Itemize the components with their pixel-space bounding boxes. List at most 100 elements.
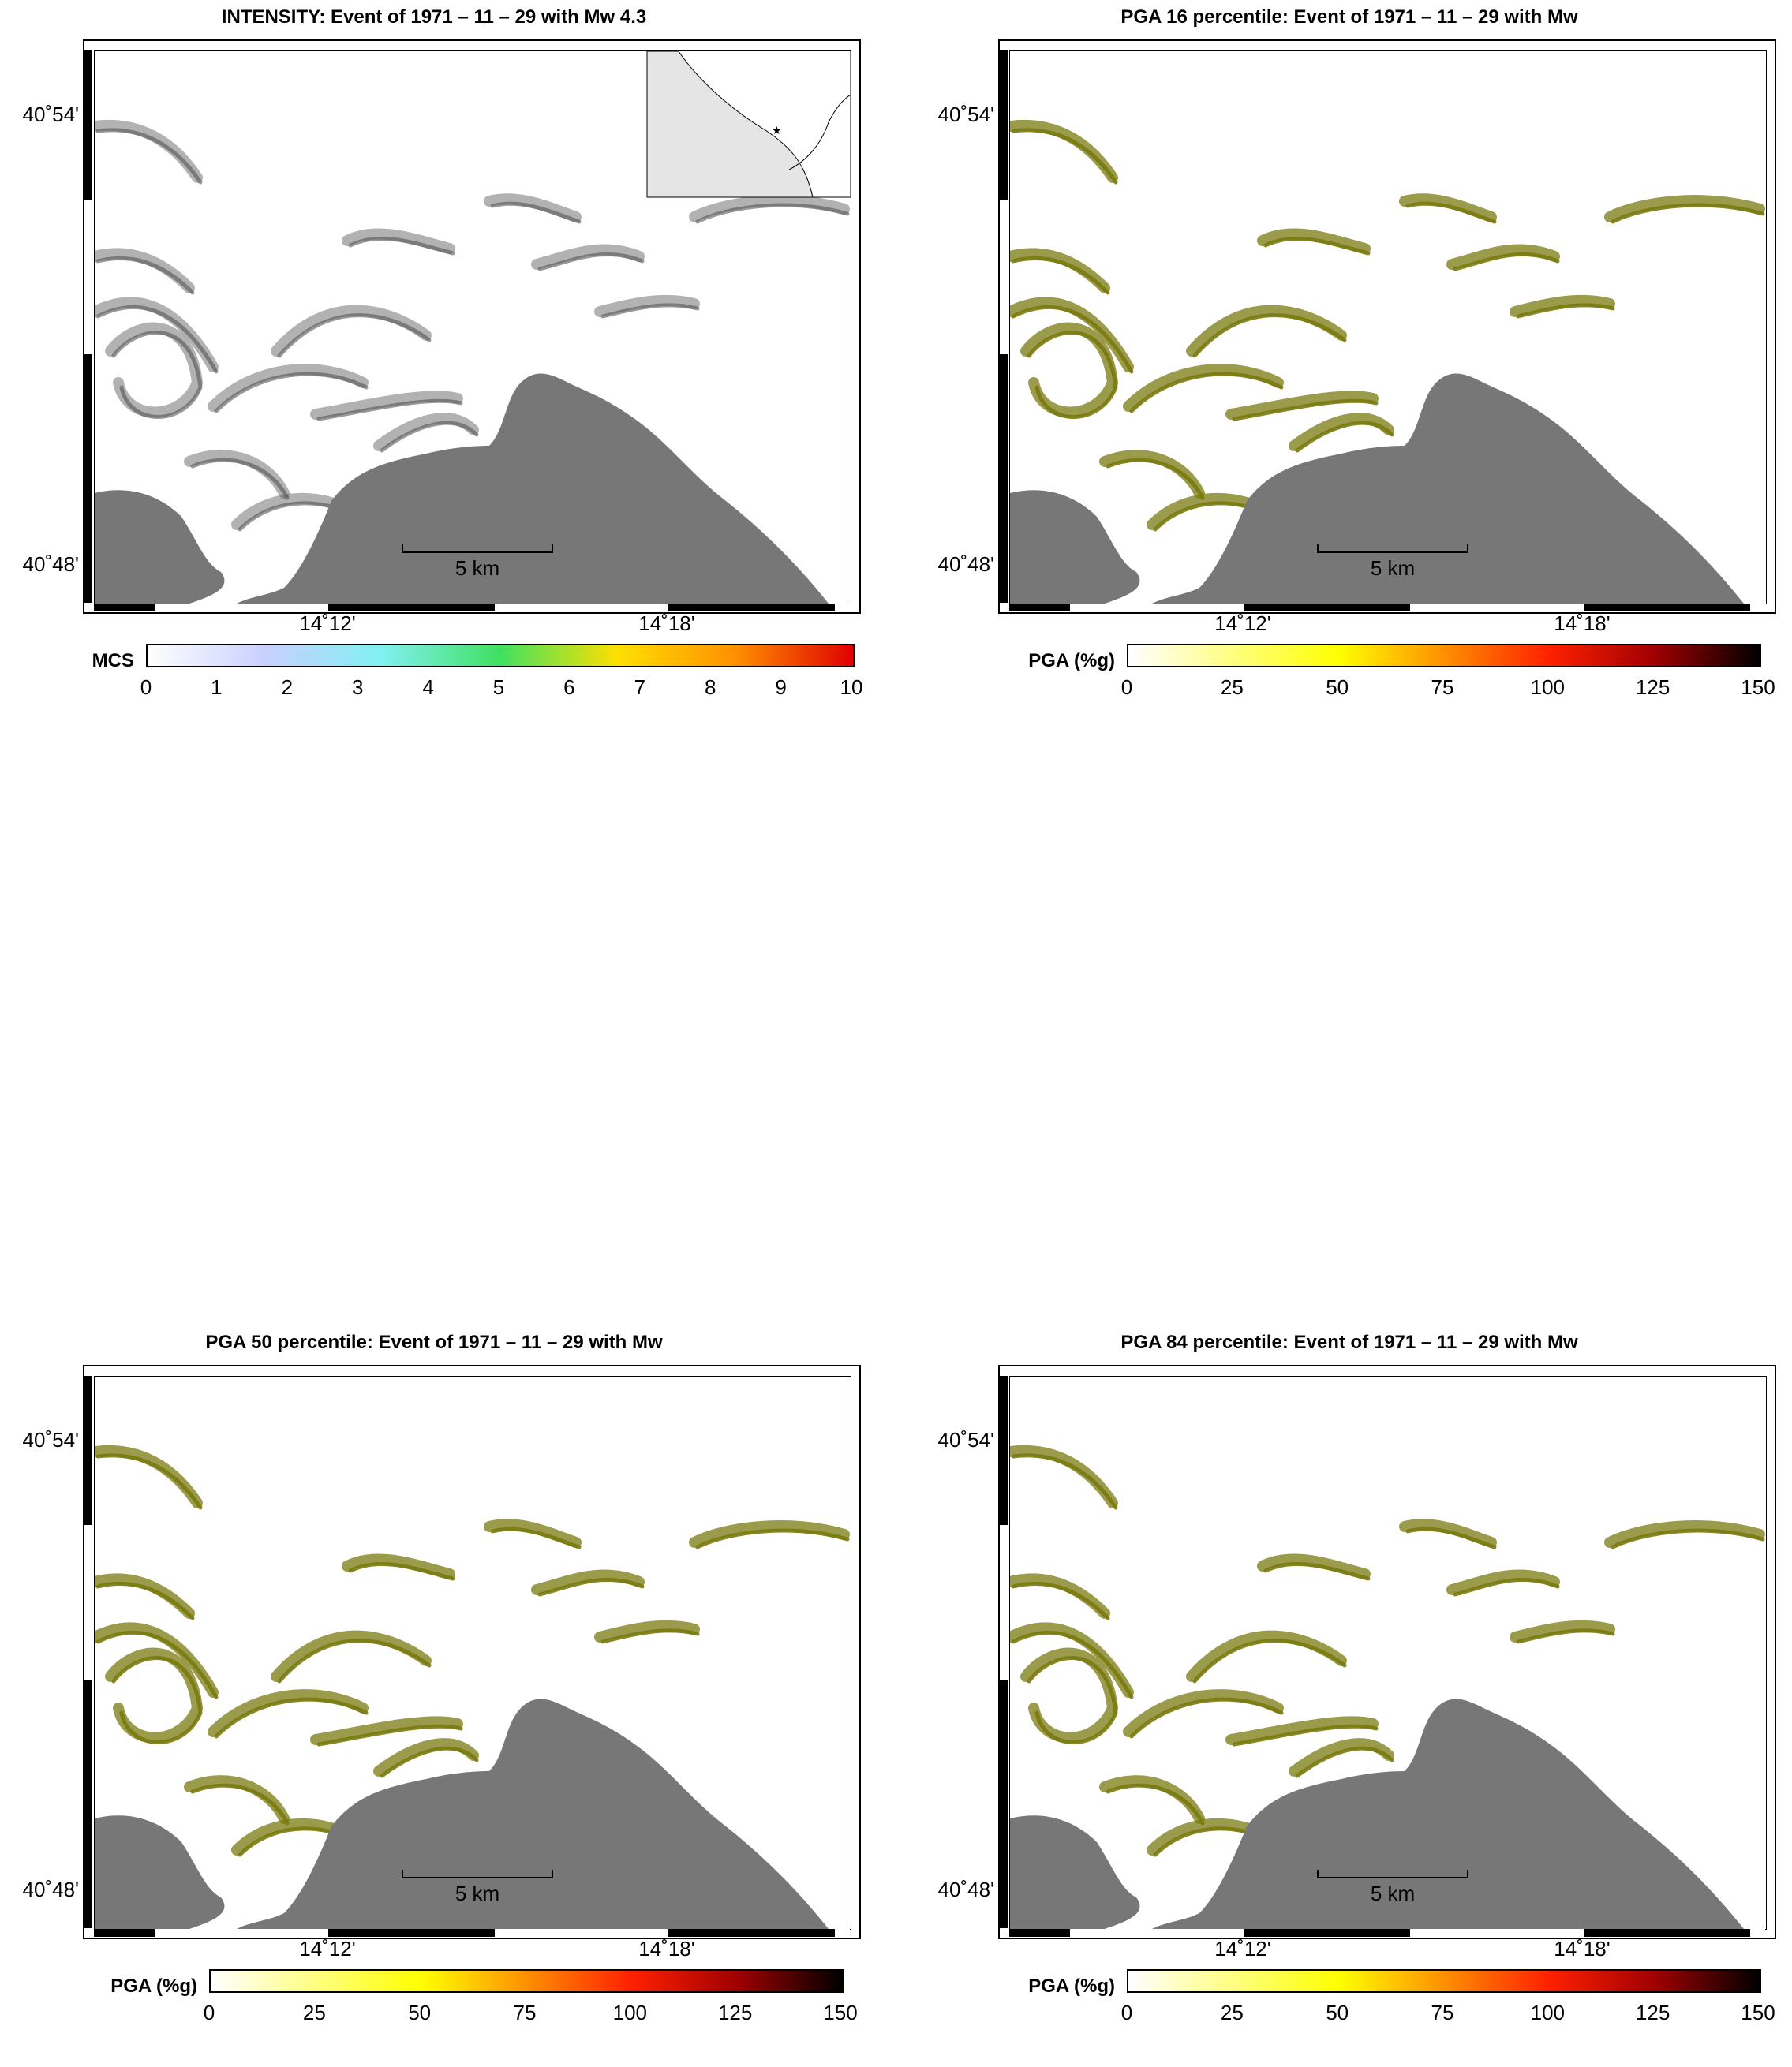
frame-segment (1584, 604, 1750, 611)
relief-ridge (1510, 1620, 1615, 1643)
sea-area (95, 1815, 225, 1929)
frame-segment (84, 1376, 92, 1525)
relief-ridge (1405, 1527, 1497, 1549)
relief-ridge (600, 303, 700, 319)
relief-ridge (484, 193, 582, 222)
colorbar-tick-label: 0 (1120, 2001, 1133, 2024)
colorbar-tick-label: 1 (211, 675, 223, 699)
locator-inset-map: ★ (646, 51, 851, 198)
panel-title: PGA 16 percentile: Event of 1971 – 11 – … (1120, 6, 1578, 28)
relief-ridge (208, 1689, 369, 1737)
relief-ridge (1011, 128, 1118, 185)
colorbar-tick-label: 50 (1326, 675, 1349, 699)
colorbar-tick-label: 50 (408, 2001, 432, 2024)
colorbar (146, 644, 855, 667)
relief-ridge (214, 1697, 369, 1739)
relief-ridge (95, 128, 203, 185)
map-panel-pga16: PGA 16 percentile: Event of 1971 – 11 – … (915, 0, 1783, 742)
frame-segment (834, 1929, 850, 1937)
longitude-label-right: 14˚18' (1554, 611, 1611, 635)
colorbar-tick-label: 7 (634, 675, 646, 699)
relief-ridge (1020, 1647, 1119, 1744)
relief-ridge (1453, 1577, 1560, 1597)
relief-ridge (1257, 228, 1371, 254)
scale-bar (402, 1870, 553, 1878)
relief-ridge (1192, 1639, 1347, 1684)
relief-ridge (111, 1656, 203, 1744)
longitude-label-right: 14˚18' (1554, 1937, 1611, 1960)
relief-ridge (490, 201, 582, 224)
frame-segment (94, 604, 155, 611)
relief-ridge (594, 1620, 700, 1643)
frame-segment (1000, 354, 1008, 603)
frame-segment (1009, 604, 1070, 611)
scale-bar (1317, 1870, 1468, 1878)
map-panel-intensity: INTENSITY: Event of 1971 – 11 – 29 with … (0, 0, 868, 742)
frame-segment (1069, 604, 1244, 611)
frame-segment (1000, 1376, 1008, 1525)
relief-ridge (1257, 1553, 1371, 1579)
relief-ridge (1516, 303, 1615, 319)
colorbar-tick-label: 0 (140, 675, 152, 699)
colorbar-tick-label: 5 (492, 675, 505, 699)
relief-ridge (1295, 421, 1394, 453)
colorbar-label: PGA (%g) (1028, 1975, 1115, 1997)
colorbar-tick-label: 75 (1431, 2001, 1454, 2024)
colorbar-label: PGA (%g) (1028, 650, 1115, 671)
relief-ridge (95, 256, 195, 295)
colorbar-tick-label: 6 (563, 675, 575, 699)
relief-ridge (531, 244, 645, 270)
map-panel-pga84: PGA 84 percentile: Event of 1971 – 11 – … (915, 1325, 1783, 2067)
relief-ridge (373, 1738, 479, 1777)
relief-ridge (1011, 305, 1134, 374)
frame-segment (94, 1929, 155, 1937)
colorbar (1127, 644, 1761, 667)
colorbar-tick-label: 125 (1635, 2001, 1670, 2024)
frame-segment (1409, 604, 1584, 611)
scale-bar-label: 5 km (1370, 1882, 1416, 1905)
frame-segment (834, 604, 850, 611)
scale-bar (1317, 544, 1468, 553)
frame-segment (84, 354, 92, 603)
relief-ridge (316, 398, 463, 421)
relief-ridge (380, 421, 479, 453)
frame-segment (668, 604, 835, 611)
frame-segment (84, 1525, 92, 1680)
relief-ridge (1232, 1724, 1379, 1747)
colorbar-tick-label: 150 (1741, 2001, 1775, 2024)
relief-ridge (1516, 1628, 1615, 1644)
map-area: 5 km (1009, 50, 1767, 604)
relief-ridge (105, 1647, 204, 1744)
relief-ridge (95, 1581, 195, 1620)
colorbar-tick-label: 9 (775, 675, 787, 699)
scale-bar-label: 5 km (455, 556, 500, 580)
relief-ridge (271, 305, 432, 357)
colorbar-tick-label: 25 (302, 2001, 326, 2024)
frame-segment (1749, 1929, 1765, 1937)
frame-segment (327, 1929, 495, 1937)
sea-area (1152, 1699, 1744, 1929)
map-area: 5 km (94, 1376, 851, 1930)
frame-segment (84, 1680, 92, 1928)
map-frame: ★ 5 km (83, 39, 861, 614)
relief-ridge (1027, 1656, 1118, 1744)
scale-bar (402, 544, 553, 553)
relief-ridge (1123, 364, 1284, 412)
latitude-label-bottom: 40˚48' (937, 1878, 994, 1901)
colorbar-tick-label: 125 (717, 2001, 753, 2024)
colorbar-tick-label: 100 (612, 2001, 648, 2024)
relief-ridge (1232, 398, 1379, 421)
longitude-label-left: 14˚12' (1214, 611, 1271, 635)
frame-segment (1584, 1929, 1750, 1937)
colorbar-tick-label: 50 (1326, 2001, 1349, 2024)
relief-ridge (1011, 1581, 1110, 1620)
relief-ridge (208, 364, 369, 412)
colorbar-tick-label: 100 (1530, 2001, 1566, 2024)
colorbar-tick-label: 8 (704, 675, 716, 699)
relief-ridge (105, 322, 204, 418)
frame-segment (1000, 1680, 1008, 1928)
longitude-label-left: 14˚12' (1214, 1937, 1271, 1960)
relief-ridge (277, 313, 432, 358)
relief-ridge (190, 458, 290, 500)
scale-bar-label: 5 km (455, 1882, 500, 1905)
